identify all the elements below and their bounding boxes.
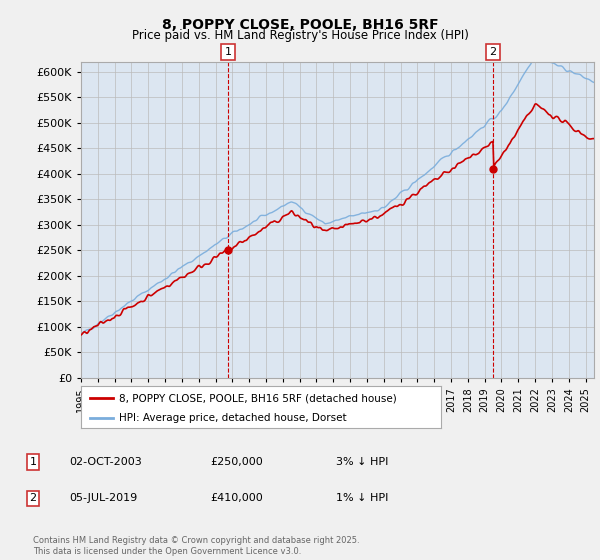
Text: Contains HM Land Registry data © Crown copyright and database right 2025.
This d: Contains HM Land Registry data © Crown c… (33, 536, 359, 556)
Text: 02-OCT-2003: 02-OCT-2003 (69, 457, 142, 467)
Text: 8, POPPY CLOSE, POOLE, BH16 5RF: 8, POPPY CLOSE, POOLE, BH16 5RF (161, 18, 439, 32)
Text: HPI: Average price, detached house, Dorset: HPI: Average price, detached house, Dors… (119, 413, 346, 423)
Text: Price paid vs. HM Land Registry's House Price Index (HPI): Price paid vs. HM Land Registry's House … (131, 29, 469, 42)
Text: 8, POPPY CLOSE, POOLE, BH16 5RF (detached house): 8, POPPY CLOSE, POOLE, BH16 5RF (detache… (119, 393, 397, 403)
Text: 3% ↓ HPI: 3% ↓ HPI (336, 457, 388, 467)
Text: 2: 2 (490, 47, 497, 57)
Text: 1: 1 (29, 457, 37, 467)
Text: 2: 2 (29, 493, 37, 503)
Text: £250,000: £250,000 (210, 457, 263, 467)
Text: 1: 1 (224, 47, 232, 57)
Text: 05-JUL-2019: 05-JUL-2019 (69, 493, 137, 503)
Text: £410,000: £410,000 (210, 493, 263, 503)
Text: 1% ↓ HPI: 1% ↓ HPI (336, 493, 388, 503)
